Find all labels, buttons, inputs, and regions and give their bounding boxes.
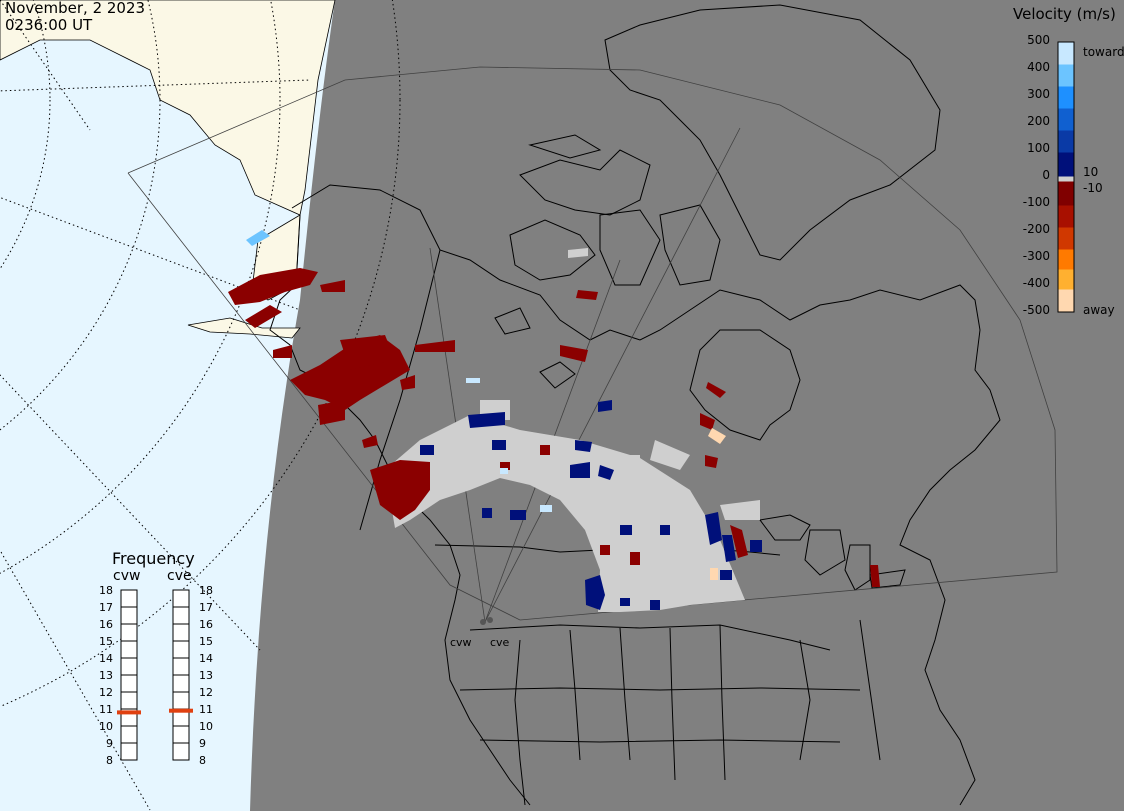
- toward-velocity-cells: [420, 400, 762, 610]
- velocity-tick: 100: [1027, 141, 1050, 155]
- velocity-tick: -200: [1022, 222, 1050, 236]
- freq-marker-cvw: [117, 710, 141, 715]
- freq-tick: 16: [99, 618, 113, 631]
- freq-tick: 15: [99, 635, 113, 648]
- freq-tick: 14: [199, 652, 213, 665]
- freq-tick: 9: [106, 737, 113, 750]
- radar-label-cve: cve: [490, 636, 510, 649]
- freq-tick: 10: [99, 720, 113, 733]
- freq-tick: 14: [99, 652, 113, 665]
- freq-tick: 18: [199, 584, 213, 597]
- velocity-tick: -300: [1022, 249, 1050, 263]
- day-land: [0, 0, 336, 216]
- night-region: [250, 0, 1124, 811]
- velocity-tick: -100: [1022, 195, 1050, 209]
- date-label: November, 2 2023: [5, 0, 146, 17]
- time-label: 0236:00 UT: [5, 16, 93, 34]
- radar-site-cvw: [480, 619, 486, 625]
- neg-10-label: -10: [1083, 181, 1103, 195]
- freq-tick: 8: [199, 754, 206, 767]
- velocity-tick: 500: [1027, 33, 1050, 47]
- pos-10-label: 10: [1083, 165, 1099, 179]
- ground-scatter: [385, 415, 745, 612]
- other-velocity-cells: [246, 230, 726, 580]
- toward-label: toward: [1083, 45, 1124, 59]
- freq-tick: 18: [99, 584, 113, 597]
- velocity-colorbar: [1057, 41, 1075, 313]
- velocity-legend-title: Velocity (m/s): [1013, 5, 1116, 23]
- freq-tick: 8: [106, 754, 113, 767]
- velocity-tick: 200: [1027, 114, 1050, 128]
- freq-tick: 11: [199, 703, 213, 716]
- freq-tick: 10: [199, 720, 213, 733]
- freq-tick: 15: [199, 635, 213, 648]
- frequency-title: Frequency: [112, 549, 195, 568]
- freq-tick: 9: [199, 737, 206, 750]
- velocity-tick: -500: [1022, 303, 1050, 317]
- freq-tick: 11: [99, 703, 113, 716]
- frequency-radar-cvw: cvw: [113, 568, 141, 584]
- velocity-tick: -400: [1022, 276, 1050, 290]
- frequency-radar-cve: cve: [167, 568, 192, 584]
- velocity-tick: 0: [1042, 168, 1050, 182]
- coastlines: [269, 4, 1001, 806]
- freq-marker-cve: [169, 708, 193, 713]
- frequency-panel: [117, 589, 193, 761]
- geomagnetic-grid: [0, 0, 401, 811]
- freq-tick: 12: [99, 686, 113, 699]
- freq-tick: 17: [99, 601, 113, 614]
- freq-tick: 12: [199, 686, 213, 699]
- freq-tick: 13: [99, 669, 113, 682]
- radar-site-cve: [487, 617, 493, 623]
- velocity-tick: 400: [1027, 60, 1050, 74]
- away-label: away: [1083, 303, 1115, 317]
- radar-label-cvw: cvw: [450, 636, 472, 649]
- freq-tick: 17: [199, 601, 213, 614]
- velocity-tick: 300: [1027, 87, 1050, 101]
- freq-tick: 16: [199, 618, 213, 631]
- aleutian-islands: [187, 317, 301, 339]
- freq-tick: 13: [199, 669, 213, 682]
